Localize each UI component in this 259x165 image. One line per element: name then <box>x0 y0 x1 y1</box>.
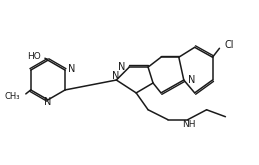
Text: Cl: Cl <box>225 40 234 50</box>
Text: CH₃: CH₃ <box>4 92 20 101</box>
Text: NH: NH <box>182 120 196 129</box>
Text: N: N <box>68 64 75 74</box>
Text: HO: HO <box>27 52 41 61</box>
Text: N: N <box>112 71 119 81</box>
Text: N: N <box>118 62 125 72</box>
Text: N: N <box>188 75 195 85</box>
Text: N: N <box>44 97 52 107</box>
